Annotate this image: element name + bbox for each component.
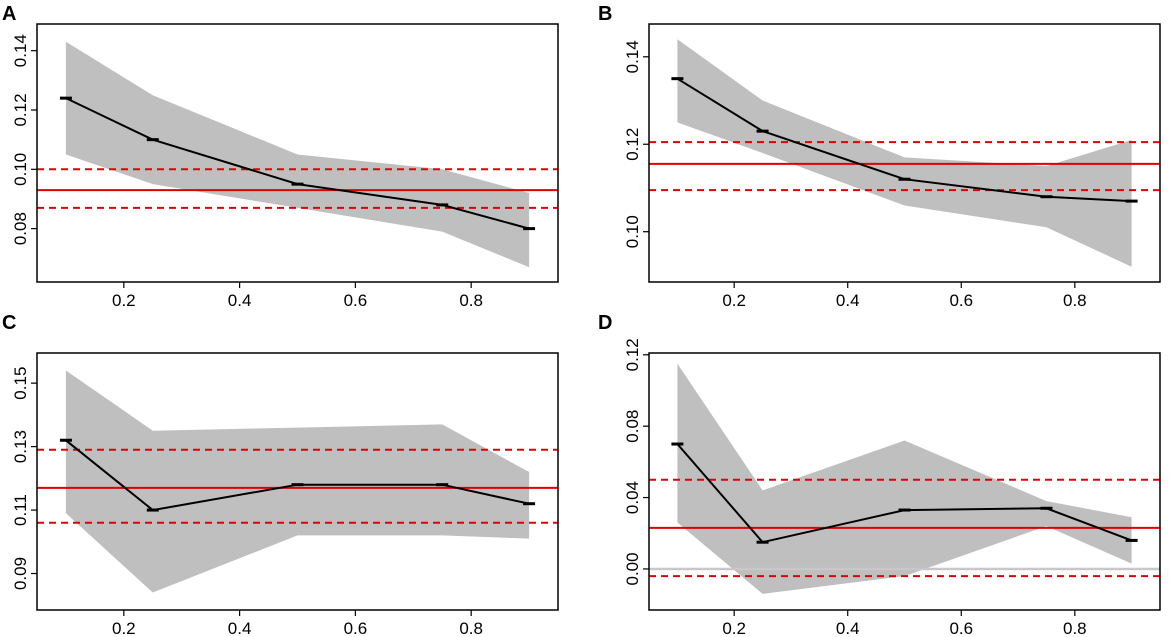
y-tick-label: 0.08 [623, 410, 642, 443]
estimate-point [146, 508, 159, 512]
x-tick-label: 0.6 [949, 619, 973, 637]
x-tick-label: 0.2 [722, 619, 746, 637]
plot-frame [36, 23, 559, 283]
estimate-point [756, 129, 769, 133]
panel-A: A 0.2 0.4 0.6 0.8 0.08 0.10 0.12 0.14 [2, 3, 559, 310]
y-tick-label: 0.15 [11, 367, 30, 400]
estimate-point [1125, 538, 1138, 542]
x-tick-label: 0.2 [112, 619, 136, 637]
panel-label: A [2, 3, 16, 25]
y-tick-label: 0.00 [623, 552, 642, 585]
estimate-point [898, 508, 911, 512]
x-tick-label: 0.2 [722, 291, 746, 310]
estimate-point [523, 227, 536, 231]
y-tick-label: 0.09 [11, 557, 30, 590]
panel-label: B [598, 3, 612, 25]
estimate-point [898, 177, 911, 181]
panel-D: D 0.2 0.4 0.6 0.8 0.00 0.04 0.08 0.12 [598, 312, 1161, 637]
estimate-point [436, 483, 449, 487]
x-tick-label: 0.4 [836, 291, 860, 310]
y-tick-label: 0.10 [11, 153, 30, 186]
y-tick-label: 0.14 [11, 34, 30, 67]
estimate-point [1040, 195, 1053, 199]
estimate-point [671, 442, 684, 446]
y-tick-label: 0.10 [623, 215, 642, 248]
plot-frame [36, 352, 559, 611]
x-tick-label: 0.8 [459, 291, 483, 310]
y-tick-label: 0.12 [623, 338, 642, 371]
panel-label: D [598, 312, 612, 334]
estimate-point [671, 77, 684, 81]
x-tick-label: 0.8 [1063, 291, 1087, 310]
y-tick-label: 0.13 [11, 430, 30, 463]
estimate-point [291, 483, 304, 487]
plot-frame [648, 23, 1161, 283]
y-tick-label: 0.12 [11, 93, 30, 126]
estimate-point [756, 540, 769, 544]
x-tick-label: 0.8 [1063, 619, 1087, 637]
x-tick-label: 0.8 [459, 619, 483, 637]
panel-B: B 0.2 0.4 0.6 0.8 0.10 0.12 0.14 [598, 3, 1161, 310]
y-tick-label: 0.11 [11, 494, 30, 526]
estimate-point [523, 502, 536, 506]
confidence-band [677, 39, 1132, 267]
x-tick-label: 0.4 [836, 619, 860, 637]
plot-frame [648, 352, 1161, 611]
estimate-point [59, 96, 72, 100]
estimate-point [146, 138, 159, 142]
estimate-point [1125, 199, 1138, 203]
x-tick-label: 0.4 [228, 619, 252, 637]
y-tick-label: 0.12 [623, 128, 642, 161]
x-tick-label: 0.6 [344, 619, 368, 637]
estimate-point [436, 203, 449, 207]
estimate-point [1040, 506, 1053, 510]
estimate-point [291, 182, 304, 186]
panel-C: C 0.2 0.4 0.6 0.8 0.09 0.11 0.13 0.15 [2, 312, 559, 637]
confidence-band [65, 370, 530, 593]
y-tick-label: 0.04 [623, 481, 642, 514]
y-tick-label: 0.08 [11, 212, 30, 245]
panel-label: C [2, 312, 16, 334]
confidence-band [65, 41, 530, 268]
y-tick-label: 0.14 [623, 40, 642, 73]
x-tick-label: 0.2 [112, 291, 136, 310]
x-tick-label: 0.6 [344, 291, 368, 310]
estimate-point [59, 438, 72, 442]
x-tick-label: 0.6 [949, 291, 973, 310]
x-tick-label: 0.4 [228, 291, 252, 310]
